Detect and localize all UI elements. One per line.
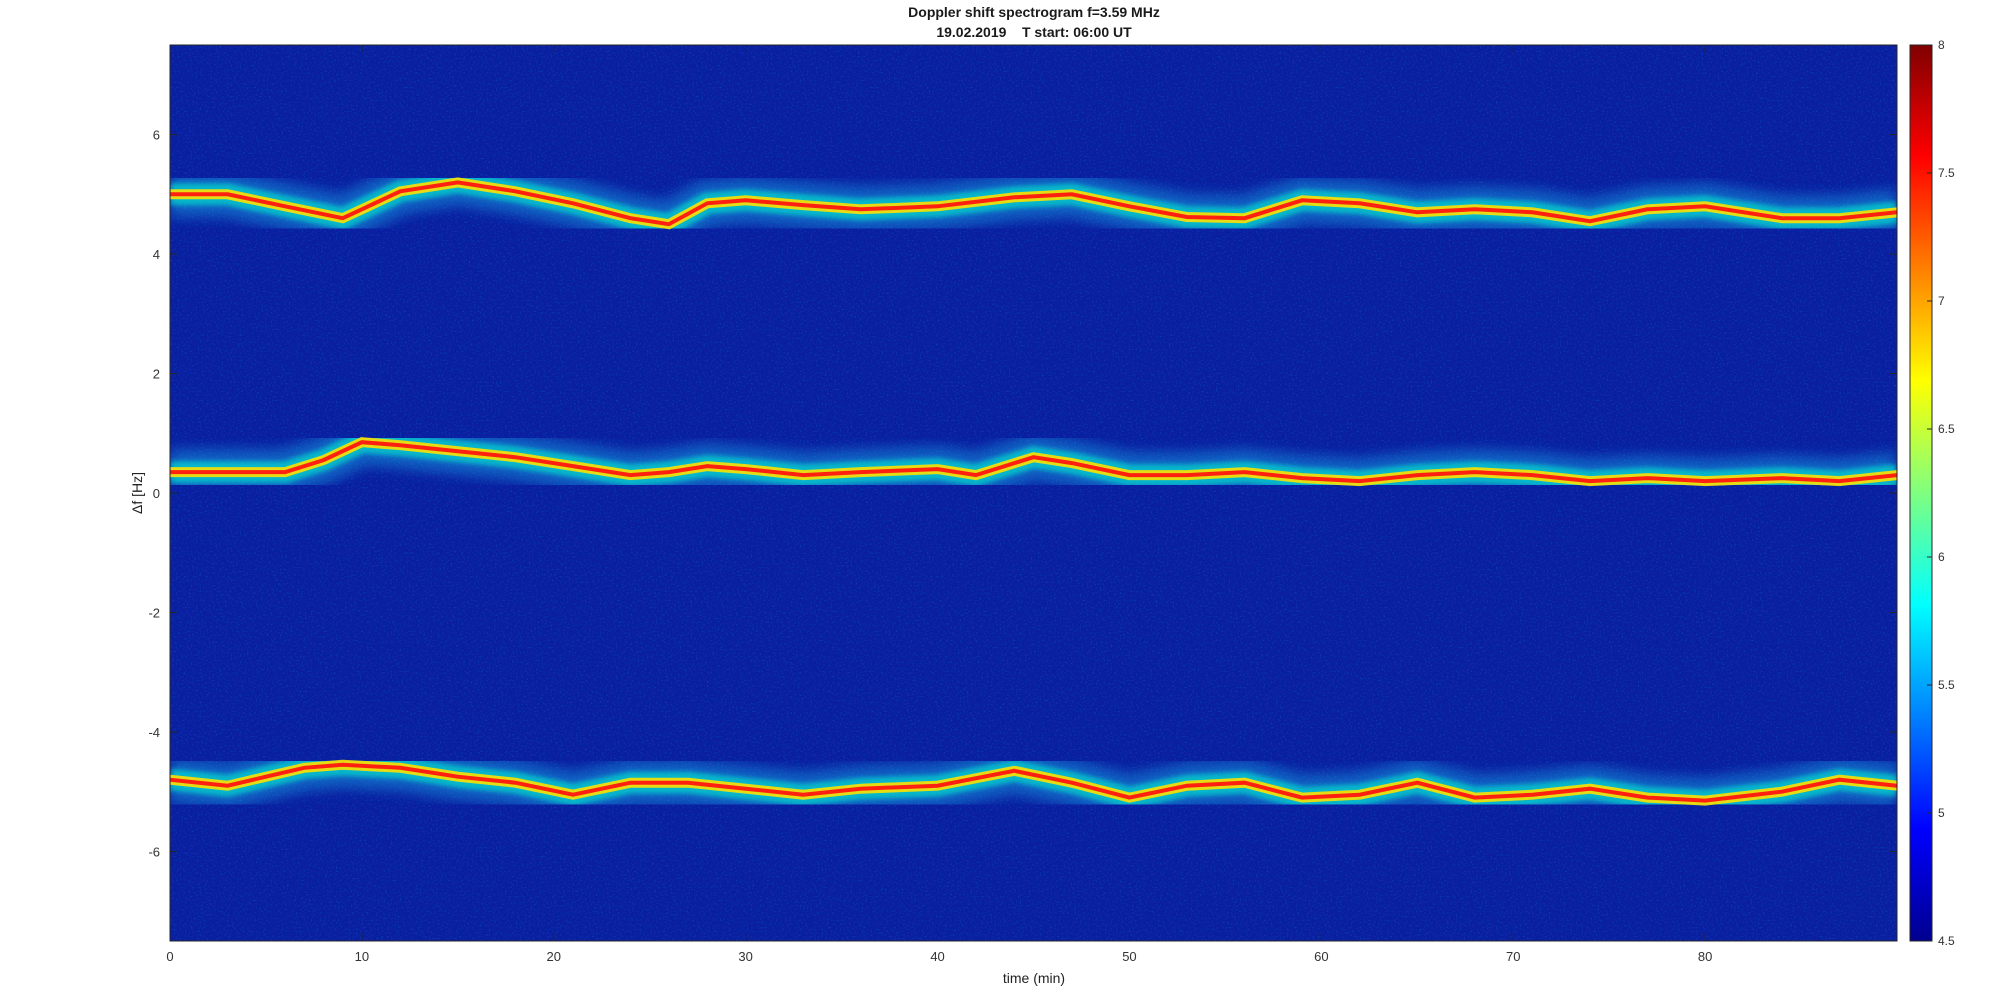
colorbar-tick-label: 6	[1938, 550, 1945, 564]
x-tick-label: 70	[1506, 949, 1520, 964]
colorbar-tick-label: 5.5	[1938, 678, 1955, 692]
y-tick-label: -4	[148, 725, 160, 740]
x-axis: 0 10 20 30 40 50 60 70 80	[166, 45, 1712, 964]
y-tick-label: -2	[148, 605, 160, 620]
y-axis: -6 -4 -2 0 2 4 6	[148, 128, 1897, 859]
x-axis-label: time (min)	[1003, 970, 1065, 986]
x-tick-label: 10	[355, 949, 369, 964]
y-tick-label: 2	[153, 367, 160, 382]
y-tick-label: -6	[148, 844, 160, 859]
colorbar-tick-label: 4.5	[1938, 934, 1955, 948]
x-tick-label: 30	[738, 949, 752, 964]
y-tick-label: 6	[153, 128, 160, 143]
y-axis-label: Δf [Hz]	[129, 472, 145, 514]
colorbar-tick-label: 5	[1938, 806, 1945, 820]
colorbar	[1909, 44, 1933, 942]
trace-line-0	[170, 180, 1897, 227]
trace-layer	[170, 159, 1897, 824]
x-tick-label: 40	[930, 949, 944, 964]
y-tick-label: 0	[153, 486, 160, 501]
x-tick-label: 80	[1698, 949, 1712, 964]
chart-subtitle: 19.02.2019 T start: 06:00 UT	[936, 24, 1132, 40]
colorbar-ticks: 4.5 5 5.5 6 6.5 7 7.5 8	[1927, 38, 1955, 948]
colorbar-tick-label: 7	[1938, 294, 1945, 308]
trace-line-2	[170, 762, 1897, 803]
x-tick-label: 50	[1122, 949, 1136, 964]
x-tick-label: 20	[547, 949, 561, 964]
colorbar-tick-label: 8	[1938, 38, 1945, 52]
colorbar-tick-label: 6.5	[1938, 422, 1955, 436]
colorbar-tick-label: 7.5	[1938, 166, 1955, 180]
x-tick-label: 60	[1314, 949, 1328, 964]
chart-title: Doppler shift spectrogram f=3.59 MHz	[908, 4, 1160, 20]
y-tick-label: 4	[153, 247, 160, 262]
x-tick-label: 0	[166, 949, 173, 964]
trace-line-1	[170, 440, 1897, 484]
